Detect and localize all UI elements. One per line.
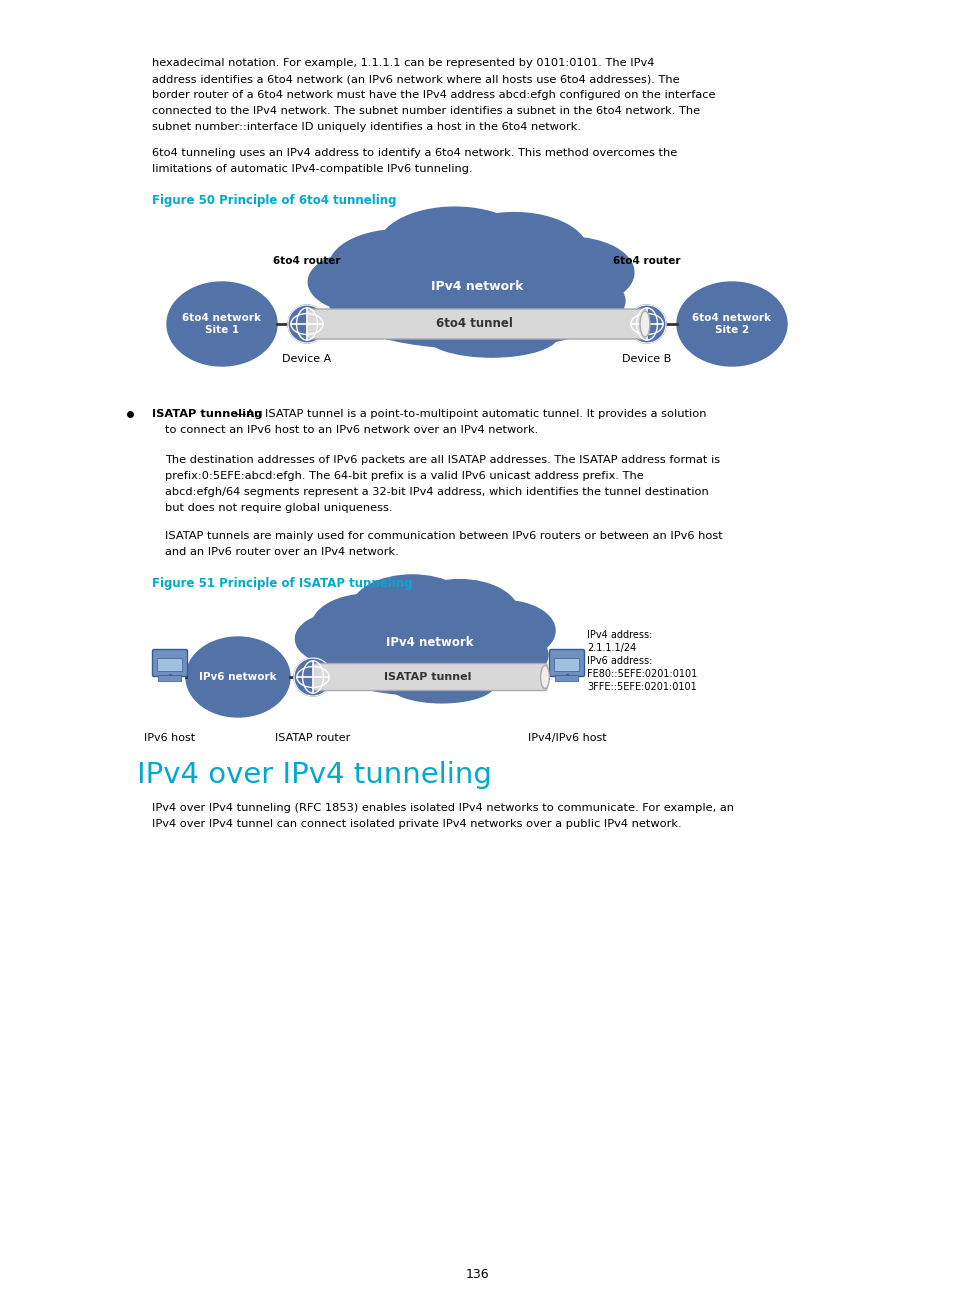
FancyBboxPatch shape [313,664,546,691]
Text: Device A: Device A [282,354,332,364]
Text: prefix:0:5EFE:abcd:efgh. The 64-bit prefix is a valid IPv6 unicast address prefi: prefix:0:5EFE:abcd:efgh. The 64-bit pref… [165,470,643,481]
Ellipse shape [388,665,495,702]
Ellipse shape [329,229,471,305]
Text: IPv4 over IPv4 tunneling: IPv4 over IPv4 tunneling [137,761,492,789]
Ellipse shape [425,312,558,358]
Text: ISATAP router: ISATAP router [275,734,351,743]
Circle shape [288,305,326,343]
FancyBboxPatch shape [554,658,579,671]
FancyBboxPatch shape [549,649,584,677]
FancyBboxPatch shape [157,658,182,671]
Text: 6to4 tunnel: 6to4 tunnel [436,318,513,330]
Ellipse shape [295,613,380,665]
Text: IPv4 over IPv4 tunnel can connect isolated private IPv4 networks over a public I: IPv4 over IPv4 tunnel can connect isolat… [152,819,680,829]
Ellipse shape [312,614,547,696]
Circle shape [627,305,665,343]
Ellipse shape [400,579,518,647]
Text: The destination addresses of IPv6 packets are all ISATAP addresses. The ISATAP a: The destination addresses of IPv6 packet… [165,455,720,465]
Text: Figure 50 Principle of 6to4 tunneling: Figure 50 Principle of 6to4 tunneling [152,194,396,207]
Ellipse shape [167,283,276,365]
Text: 6to4 router: 6to4 router [273,257,340,266]
Text: and an IPv6 router over an IPv4 network.: and an IPv6 router over an IPv4 network. [165,547,398,557]
Ellipse shape [451,600,555,661]
Text: Device B: Device B [621,354,671,364]
Text: IPv4 address:: IPv4 address: [586,630,652,640]
Ellipse shape [540,666,549,688]
Text: limitations of automatic IPv4-compatible IPv6 tunneling.: limitations of automatic IPv4-compatible… [152,165,472,174]
Text: 6to4 network
Site 1: 6to4 network Site 1 [182,314,261,334]
Ellipse shape [312,594,425,658]
Text: to connect an IPv6 host to an IPv6 network over an IPv4 network.: to connect an IPv6 host to an IPv6 netwo… [165,425,537,435]
Text: but does not require global uniqueness.: but does not require global uniqueness. [165,503,392,513]
Text: 136: 136 [465,1267,488,1280]
FancyBboxPatch shape [158,675,181,682]
Text: border router of a 6to4 network must have the IPv4 address abcd:efgh configured : border router of a 6to4 network must hav… [152,89,715,100]
Text: IPv6 address:: IPv6 address: [586,656,652,666]
Ellipse shape [351,575,473,644]
Text: IPv4/IPv6 host: IPv4/IPv6 host [527,734,606,743]
Circle shape [294,658,332,696]
Text: subnet number::interface ID uniquely identifies a host in the 6to4 network.: subnet number::interface ID uniquely ide… [152,122,580,132]
Ellipse shape [377,207,531,289]
Text: FE80::5EFE:0201:0101: FE80::5EFE:0201:0101 [586,669,697,679]
FancyBboxPatch shape [152,649,188,677]
Text: IPv4 network: IPv4 network [431,280,522,293]
Ellipse shape [439,213,587,292]
Text: ISATAP tunnel: ISATAP tunnel [384,673,471,682]
Text: IPv6 network: IPv6 network [199,673,276,682]
Text: 6to4 network
Site 2: 6to4 network Site 2 [692,314,771,334]
Text: 6to4 tunneling uses an IPv4 address to identify a 6to4 network. This method over: 6to4 tunneling uses an IPv4 address to i… [152,148,677,158]
Text: 2.1.1.1/24: 2.1.1.1/24 [586,643,636,653]
Text: IPv6 host: IPv6 host [144,734,195,743]
Ellipse shape [677,283,786,365]
Text: ISATAP tunnels are mainly used for communication between IPv6 routers or between: ISATAP tunnels are mainly used for commu… [165,531,722,540]
FancyBboxPatch shape [307,308,646,340]
Text: ISATAP tunneling: ISATAP tunneling [152,410,262,419]
Text: address identifies a 6to4 network (an IPv6 network where all hosts use 6to4 addr: address identifies a 6to4 network (an IP… [152,74,679,84]
Ellipse shape [308,251,415,312]
Text: IPv4 over IPv4 tunneling (RFC 1853) enables isolated IPv4 networks to communicat: IPv4 over IPv4 tunneling (RFC 1853) enab… [152,804,733,813]
Text: 3FFE::5EFE:0201:0101: 3FFE::5EFE:0201:0101 [586,682,696,692]
Text: —An ISATAP tunnel is a point-to-multipoint automatic tunnel. It provides a solut: —An ISATAP tunnel is a point-to-multipoi… [235,410,706,419]
Text: connected to the IPv4 network. The subnet number identifies a subnet in the 6to4: connected to the IPv4 network. The subne… [152,106,700,117]
Ellipse shape [186,638,290,717]
Ellipse shape [503,237,633,308]
Text: hexadecimal notation. For example, 1.1.1.1 can be represented by 0101:0101. The : hexadecimal notation. For example, 1.1.1… [152,58,654,67]
Text: IPv4 network: IPv4 network [386,636,474,649]
Ellipse shape [639,311,649,337]
FancyBboxPatch shape [555,675,578,682]
Text: Figure 51 Principle of ISATAP tunneling: Figure 51 Principle of ISATAP tunneling [152,577,412,590]
Ellipse shape [329,254,624,349]
Text: abcd:efgh/64 segments represent a 32-bit IPv4 address, which identifies the tunn: abcd:efgh/64 segments represent a 32-bit… [165,487,708,496]
Text: 6to4 router: 6to4 router [613,257,680,266]
